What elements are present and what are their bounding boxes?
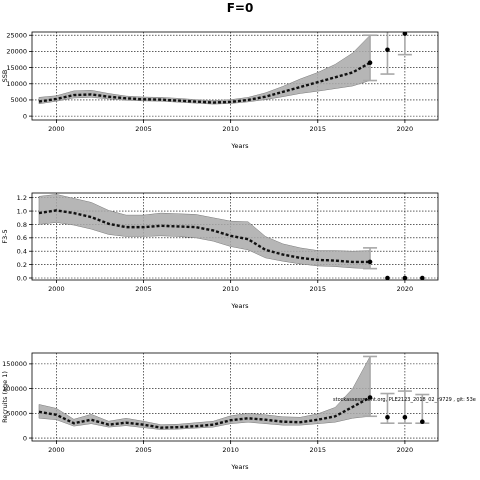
x-axis-label: Years bbox=[230, 142, 249, 150]
y-axis-label: Recruits (age 1) bbox=[1, 371, 9, 423]
panel-fbar: 2000 2005 2010 2015 2020 0.0 0.2 0.4 0.6 0.8 1.0 1.… bbox=[1, 192, 439, 310]
x-tick-label: 2005 bbox=[135, 125, 152, 133]
y-tick-label: 100000 bbox=[2, 385, 27, 393]
forecast-point bbox=[385, 414, 390, 420]
y-tick-label: 0.0 bbox=[17, 274, 27, 282]
x-tick-label: 2015 bbox=[309, 125, 326, 133]
x-tick-label: 2020 bbox=[397, 285, 414, 293]
x-tick-label: 2020 bbox=[397, 125, 414, 133]
forecast-point bbox=[367, 60, 373, 66]
x-tick-label: 2010 bbox=[222, 125, 239, 133]
y-tick-label: 0.2 bbox=[17, 261, 27, 269]
y-tick-label: 25000 bbox=[6, 32, 27, 40]
y-tick-label: 1.2 bbox=[17, 194, 27, 202]
x-tick-label: 2010 bbox=[222, 446, 239, 454]
plot-area bbox=[38, 194, 425, 280]
y-tick-label: 150000 bbox=[2, 360, 27, 368]
forecast-point bbox=[402, 414, 408, 420]
y-tick-label: 10000 bbox=[6, 80, 27, 88]
y-tick-label: 0.4 bbox=[17, 248, 27, 256]
plot-area bbox=[38, 355, 430, 430]
y-tick-label: 20000 bbox=[6, 48, 27, 56]
forecast-point bbox=[402, 275, 408, 280]
estimate-line bbox=[38, 209, 371, 264]
y-axis-label: SSB bbox=[1, 70, 9, 83]
x-tick-label: 2005 bbox=[135, 285, 152, 293]
y-tick-label: 0.6 bbox=[17, 234, 27, 242]
forecast-point bbox=[402, 32, 408, 36]
figure-title: F=0 bbox=[227, 1, 254, 15]
x-tick-label: 2005 bbox=[135, 446, 152, 454]
forecast-point bbox=[420, 419, 425, 425]
y-tick-label: 0 bbox=[23, 112, 27, 120]
forecast-point bbox=[367, 395, 373, 400]
panel-rec: 2000 2005 2010 2015 2020 0 50000 100000 150000 Ye… bbox=[1, 352, 439, 471]
y-tick-label: 5000 bbox=[10, 96, 27, 104]
x-tick-label: 2000 bbox=[48, 446, 65, 454]
axes-frame bbox=[31, 31, 439, 121]
panel-ssb: 2000 2005 2010 2015 2020 0 5000 10000 15000 20000… bbox=[1, 31, 439, 150]
x-tick-label: 2010 bbox=[222, 285, 239, 293]
x-tick-label: 2020 bbox=[397, 446, 414, 454]
forecast-point bbox=[385, 275, 390, 280]
y-tick-label: 0 bbox=[23, 434, 27, 442]
x-tick-label: 2000 bbox=[48, 285, 65, 293]
confidence-band bbox=[38, 194, 371, 269]
x-axis-label: Years bbox=[230, 302, 249, 310]
y-tick-label: 0.8 bbox=[17, 221, 27, 229]
forecast-point bbox=[385, 47, 390, 53]
y-tick-label: 15000 bbox=[6, 64, 27, 72]
x-tick-label: 2015 bbox=[309, 446, 326, 454]
forecast-point bbox=[367, 259, 373, 265]
y-tick-label: 1.0 bbox=[17, 207, 27, 215]
plot-area bbox=[38, 32, 412, 105]
axes-frame bbox=[31, 352, 439, 442]
x-tick-label: 2015 bbox=[309, 285, 326, 293]
estimate-line bbox=[38, 396, 371, 429]
provenance-annotation: stockassessment.org, PLE2123_2018_02_r97… bbox=[333, 397, 476, 403]
x-axis-label: Years bbox=[230, 463, 249, 471]
forecast-point bbox=[420, 275, 425, 280]
x-tick-label: 2000 bbox=[48, 125, 65, 133]
y-tick-label: 50000 bbox=[6, 410, 27, 418]
estimate-line bbox=[38, 61, 371, 104]
axes-frame bbox=[31, 192, 439, 281]
y-axis-label: F3-5 bbox=[1, 229, 9, 243]
